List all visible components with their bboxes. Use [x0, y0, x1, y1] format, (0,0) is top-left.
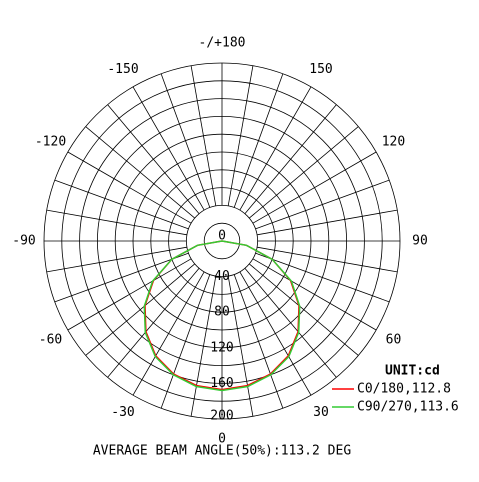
unit-label: UNIT:cd — [385, 364, 440, 379]
r-tick-label: 80 — [214, 305, 230, 320]
angle-tick-label: 90 — [412, 234, 428, 249]
r-tick-label: 120 — [210, 340, 233, 355]
angle-tick-label: 60 — [386, 333, 402, 348]
grid-spoke — [190, 65, 217, 207]
legend-label: C90/270,113.6 — [357, 400, 459, 415]
angle-tick-label: 0 — [218, 432, 226, 447]
grid-spoke — [252, 258, 377, 331]
grid-spoke — [249, 126, 359, 219]
grid-spoke — [255, 252, 390, 303]
grid-spoke — [233, 274, 284, 409]
grid-spoke — [107, 268, 200, 378]
footer: AVERAGE BEAM ANGLE(50%):113.2 DEG — [93, 444, 351, 459]
grid-spoke — [239, 271, 312, 396]
r-tick-label: 160 — [210, 376, 233, 391]
grid-spoke — [256, 246, 398, 273]
legend-label: C0/180,112.8 — [357, 382, 451, 397]
grid-spoke — [67, 258, 192, 331]
r-tick-label: 0 — [218, 229, 226, 244]
grid-spoke — [256, 209, 398, 236]
grid-spoke — [249, 263, 359, 356]
r-tick-label: 40 — [214, 269, 230, 284]
grid-spoke — [160, 73, 211, 208]
series-curve — [143, 240, 301, 392]
grid-spoke — [46, 209, 188, 236]
grid-spoke — [233, 73, 284, 208]
grid-spoke — [244, 104, 337, 214]
grid-spoke — [67, 151, 192, 224]
grid-spoke — [239, 86, 312, 211]
angle-tick-label: -90 — [12, 234, 35, 249]
angle-tick-label: -/+180 — [199, 36, 246, 51]
angle-tick-label: -150 — [107, 62, 138, 77]
grid-spoke — [227, 275, 254, 417]
grid-ring — [203, 222, 241, 260]
grid-spoke — [85, 263, 195, 356]
grid-spoke — [227, 65, 254, 207]
grid-spoke — [252, 151, 377, 224]
grid-spoke — [54, 252, 189, 303]
grid-spoke — [46, 246, 188, 273]
grid-spoke — [244, 268, 337, 378]
angle-tick-label: -120 — [35, 135, 66, 150]
r-tick-label: 200 — [210, 409, 233, 424]
angle-tick-label: 120 — [382, 135, 405, 150]
grid-spoke — [190, 275, 217, 417]
grid-spoke — [54, 179, 189, 230]
angle-tick-label: 150 — [309, 62, 332, 77]
angle-tick-label: 30 — [313, 405, 329, 420]
grid-spoke — [107, 104, 200, 214]
grid-spoke — [255, 179, 390, 230]
grid-spoke — [160, 274, 211, 409]
angle-tick-label: -30 — [111, 405, 134, 420]
angle-tick-label: -60 — [39, 333, 62, 348]
grid-spoke — [85, 126, 195, 219]
grid-spoke — [132, 86, 205, 211]
grid-spoke — [132, 271, 205, 396]
